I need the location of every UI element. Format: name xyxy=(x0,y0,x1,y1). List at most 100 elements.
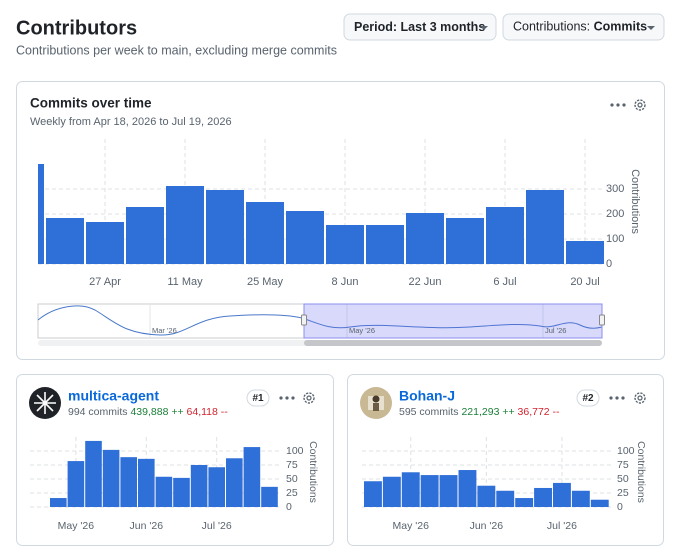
y-tick-label: 75 xyxy=(617,459,629,471)
settings-gear[interactable] xyxy=(303,392,315,404)
y-tick-label: 300 xyxy=(606,183,624,195)
x-tick-label: May '26 xyxy=(393,520,430,532)
bar xyxy=(534,487,552,507)
deletions: 36,772 -- xyxy=(518,406,561,418)
bar xyxy=(406,213,444,264)
y-axis-label: Contributions xyxy=(307,441,319,503)
rank-badge xyxy=(576,389,600,407)
navigator: Mar '26 May '26 Jul '26 xyxy=(37,303,605,346)
button-label[interactable]: Period: Last 3 months xyxy=(354,20,485,34)
button-bg[interactable] xyxy=(343,13,497,41)
avatar-detail[interactable] xyxy=(373,403,379,411)
dot[interactable] xyxy=(621,396,625,400)
gear-outer[interactable] xyxy=(634,392,646,404)
contributor-name[interactable]: Bohan-J xyxy=(399,388,455,404)
navigator-handle[interactable] xyxy=(301,314,307,326)
dot[interactable] xyxy=(616,103,620,107)
contributor-stats: 595 commits 221,293 ++ 36,772 -- xyxy=(399,406,560,418)
bar xyxy=(553,482,571,507)
x-tick-label: 27 Apr xyxy=(89,276,121,288)
dot[interactable] xyxy=(615,396,619,400)
bar xyxy=(458,470,477,507)
contributor-name[interactable]: multica-agent xyxy=(68,388,159,404)
bar xyxy=(86,222,124,264)
x-tick-label: 25 May xyxy=(247,276,284,288)
x-tick-label: 6 Jul xyxy=(493,276,516,288)
bar xyxy=(401,472,420,507)
avatar[interactable] xyxy=(29,387,61,419)
x-tick-label: 20 Jul xyxy=(570,276,599,288)
gear-outer[interactable] xyxy=(634,99,646,111)
bar xyxy=(166,186,204,264)
bar xyxy=(286,211,324,264)
bar xyxy=(420,475,439,507)
bar xyxy=(515,498,534,507)
y-tick-label: 100 xyxy=(286,445,304,457)
bar xyxy=(85,440,102,507)
y-tick-label: 25 xyxy=(286,487,298,499)
avatar[interactable] xyxy=(360,387,392,419)
settings-gear[interactable] xyxy=(634,392,646,404)
page-title: Contributors xyxy=(16,17,137,39)
dot[interactable] xyxy=(279,396,283,400)
kebab-menu[interactable] xyxy=(610,103,626,107)
bar xyxy=(38,164,44,264)
dot[interactable] xyxy=(285,396,289,400)
bar xyxy=(226,458,243,507)
y-tick-label: 0 xyxy=(606,258,612,270)
y-tick-label: 50 xyxy=(286,473,298,485)
dot[interactable] xyxy=(622,103,626,107)
caret xyxy=(647,26,655,30)
scrollbar-thumb[interactable] xyxy=(304,340,602,346)
bar xyxy=(526,190,564,264)
dot[interactable] xyxy=(610,103,614,107)
x-tick-label: 8 Jun xyxy=(332,276,359,288)
y-tick-label: 0 xyxy=(286,501,292,513)
gear-inner[interactable] xyxy=(637,395,643,401)
button-label[interactable]: Contributions: Commits xyxy=(513,20,647,34)
bar xyxy=(439,475,458,507)
bar xyxy=(477,485,496,507)
bar xyxy=(571,490,590,507)
bar xyxy=(50,498,67,507)
bar xyxy=(155,476,173,507)
dot[interactable] xyxy=(291,396,295,400)
rank: #2 xyxy=(582,393,594,404)
chart-subtitle: Weekly from Apr 18, 2026 to Jul 19, 2026 xyxy=(30,116,232,128)
y-tick-label: 100 xyxy=(606,233,624,245)
bar xyxy=(590,499,609,507)
y-axis-label: Contributions xyxy=(629,169,641,234)
navigator-label: Jul '26 xyxy=(545,326,566,335)
gear-inner[interactable] xyxy=(637,102,643,108)
caret xyxy=(480,26,488,30)
bar xyxy=(566,241,604,264)
contributions-button[interactable]: Contributions: Commits xyxy=(502,13,665,41)
bar xyxy=(120,457,137,507)
y-axis-label: Contributions xyxy=(635,441,647,503)
navigator-handle[interactable] xyxy=(599,314,605,326)
bar xyxy=(102,449,120,507)
dot[interactable] xyxy=(609,396,613,400)
button-label-key[interactable]: Contributions: xyxy=(513,20,590,34)
y-tick-label: 0 xyxy=(617,501,623,513)
gear-inner[interactable] xyxy=(306,395,312,401)
button-label-value[interactable]: Commits xyxy=(594,20,648,34)
settings-gear[interactable] xyxy=(634,99,646,111)
bar xyxy=(496,490,515,507)
avatar-star[interactable] xyxy=(34,392,56,414)
bar xyxy=(173,477,190,507)
x-tick-label: May '26 xyxy=(58,520,95,532)
bar xyxy=(382,476,401,507)
gear-outer[interactable] xyxy=(303,392,315,404)
bar xyxy=(246,202,284,264)
y-tick-label: 25 xyxy=(617,487,629,499)
kebab-menu[interactable] xyxy=(279,396,295,400)
button-bg[interactable] xyxy=(502,13,665,41)
avatar-detail[interactable] xyxy=(372,395,380,403)
avatar-ray[interactable] xyxy=(36,394,54,412)
kebab-menu[interactable] xyxy=(609,396,625,400)
y-tick-label: 75 xyxy=(286,459,298,471)
period-button[interactable]: Period: Last 3 months xyxy=(343,13,497,41)
